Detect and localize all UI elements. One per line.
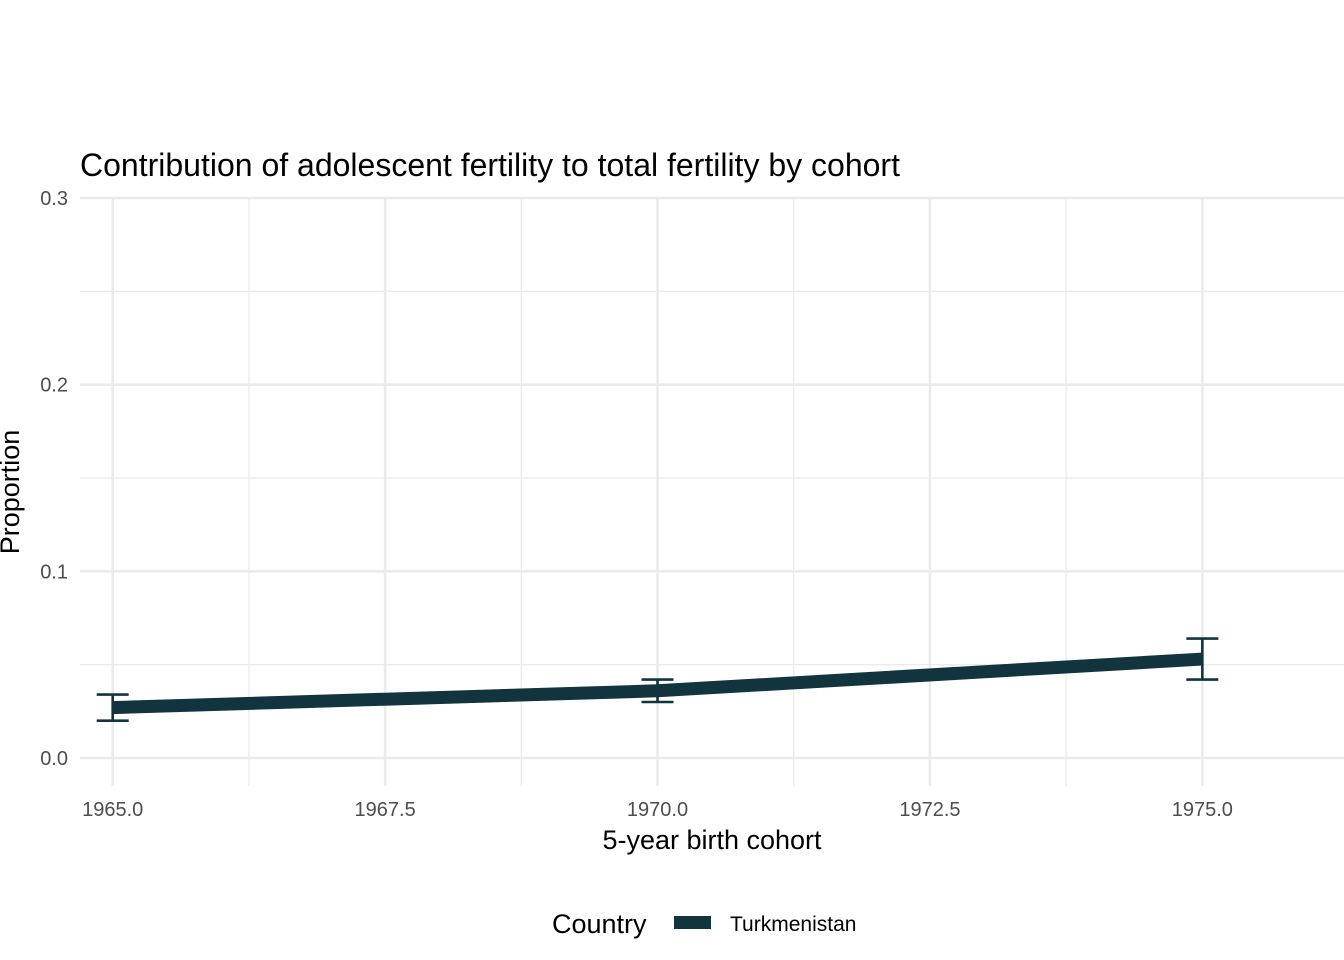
- x-tick-label: 1975.0: [1172, 799, 1233, 821]
- y-tick-label: 0.2: [40, 375, 68, 397]
- x-tick-label: 1972.5: [899, 799, 960, 821]
- y-tick-label: 0.1: [40, 561, 68, 583]
- legend-label-turkmenistan: Turkmenistan: [730, 913, 856, 936]
- x-tick-label: 1965.0: [82, 799, 143, 821]
- x-tick-label: 1970.0: [627, 799, 688, 821]
- chart-title: Contribution of adolescent fertility to …: [80, 147, 900, 183]
- y-tick-label: 0.3: [40, 188, 68, 210]
- legend-key-turkmenistan: [674, 916, 711, 929]
- y-tick-label: 0.0: [40, 748, 68, 770]
- y-axis-title: Proportion: [0, 430, 25, 555]
- legend-title: Country: [552, 909, 647, 939]
- x-axis: 1965.0 1967.5 1970.0 1972.5 1975.0: [82, 799, 1233, 821]
- y-axis: 0.0 0.1 0.2 0.3: [40, 188, 68, 770]
- series-group: [96, 637, 1219, 722]
- x-axis-title: 5-year birth cohort: [602, 825, 822, 855]
- grid: [80, 196, 1344, 786]
- x-tick-label: 1967.5: [355, 799, 416, 821]
- legend: Country Turkmenistan: [552, 909, 856, 939]
